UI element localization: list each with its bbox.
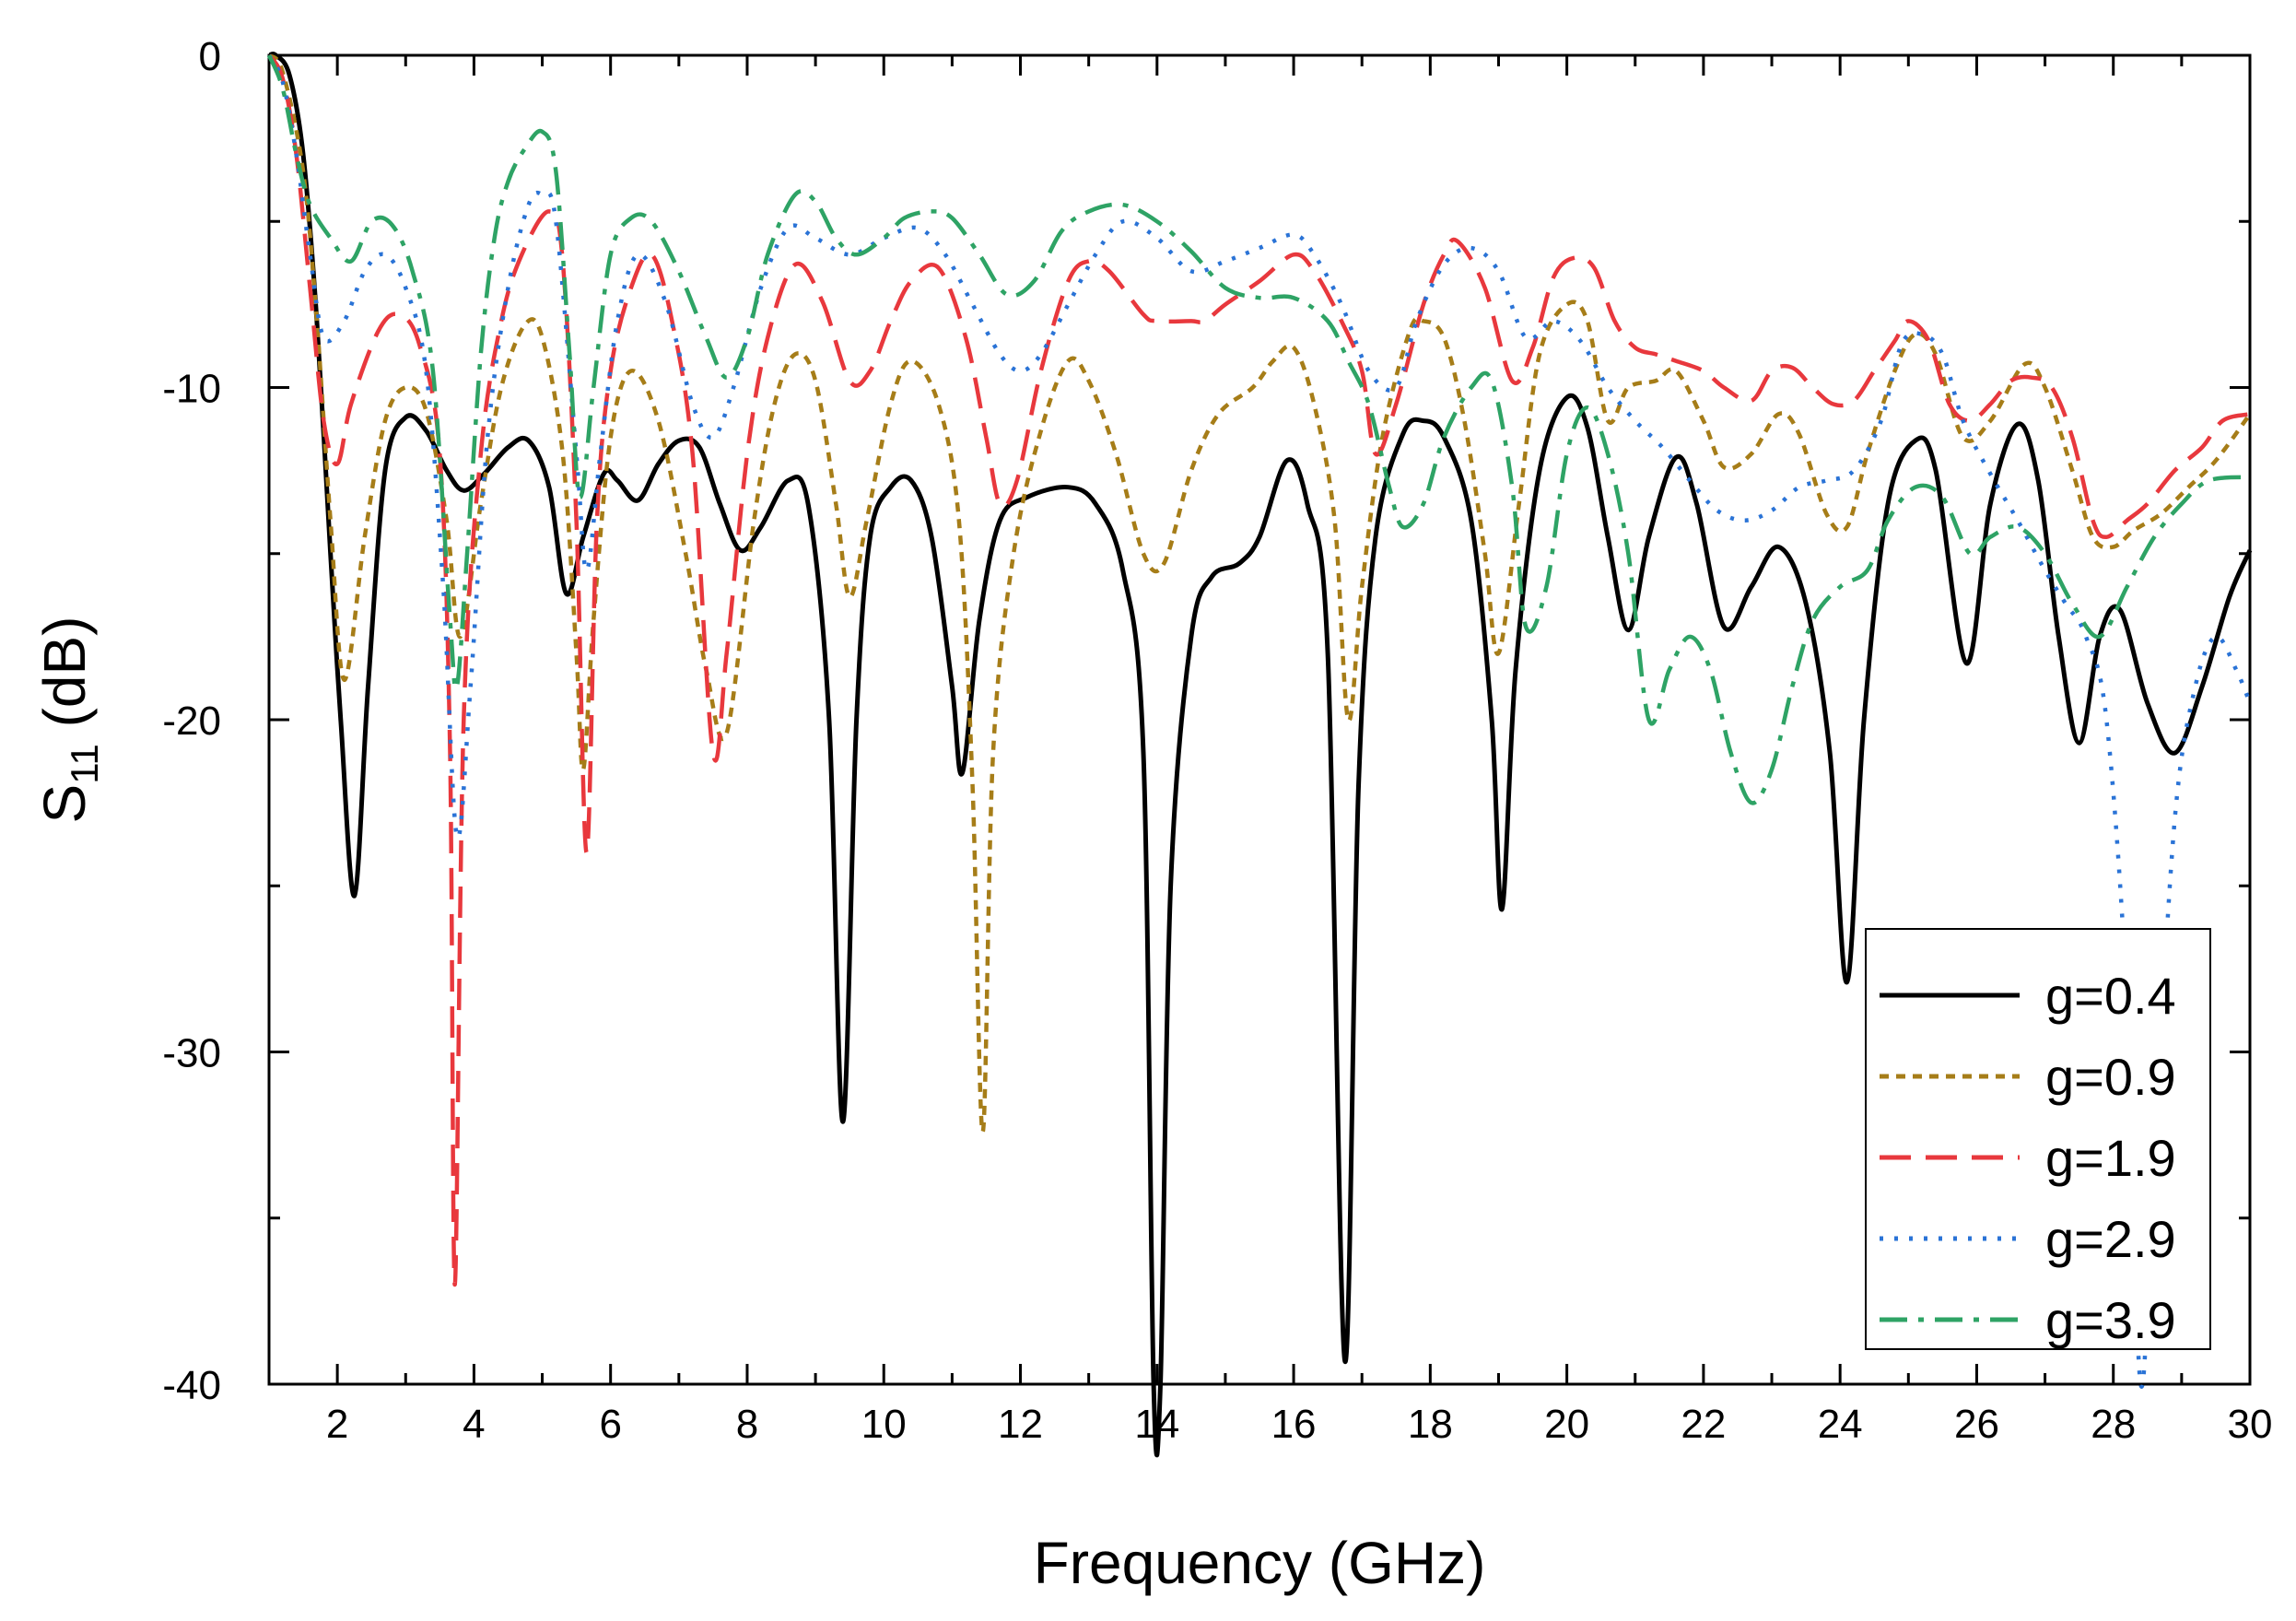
legend-label: g=2.9 [2045, 1210, 2176, 1268]
x-axis-title: Frequency (GHz) [1034, 1530, 1486, 1596]
y-tick-label: -40 [162, 1363, 221, 1408]
x-tick-label: 22 [1681, 1402, 1726, 1447]
y-tick-label: -30 [162, 1031, 221, 1076]
series-line-g-0-4 [268, 51, 2253, 1458]
x-tick-label: 20 [1544, 1402, 1589, 1447]
y-tick-label: -10 [162, 367, 221, 412]
legend-label: g=3.9 [2045, 1291, 2176, 1349]
x-tick-label: 4 [463, 1402, 485, 1447]
series-line-g-3-9 [266, 54, 2251, 805]
x-tick-label: 2 [326, 1402, 348, 1447]
x-tick-label: 30 [2228, 1402, 2273, 1447]
series-line-g-2-9 [267, 53, 2253, 1389]
axis-ticks: 2 4 6 8 10 12 14 16 18 20 22 24 26 28 300-10-20-30-40 [162, 34, 2272, 1447]
x-tick-label: 24 [1818, 1402, 1863, 1447]
legend: g=0.4 g=0.9 g=1.9 g=2.9 g=3.9 [1865, 928, 2211, 1350]
y-axis-title-subscript: 11 [63, 744, 106, 784]
series-layer [266, 51, 2253, 1458]
y-axis-title-unit: (dB) [31, 617, 98, 745]
legend-label: g=0.4 [2045, 967, 2176, 1025]
x-tick-label: 10 [861, 1402, 907, 1447]
legend-label: g=1.9 [2045, 1129, 2176, 1187]
y-axis-title: S11 (dB) [31, 617, 106, 824]
x-tick-label: 28 [2091, 1402, 2136, 1447]
x-tick-label: 18 [1408, 1402, 1453, 1447]
legend-label: g=0.9 [2045, 1048, 2176, 1106]
legend-box [1865, 928, 2211, 1350]
series-line-g-1-9 [267, 53, 2251, 1287]
legend-items: g=0.4 g=0.9 g=1.9 g=2.9 g=3.9 [1880, 967, 2176, 1349]
x-tick-label: 8 [736, 1402, 758, 1447]
y-axis-title-main: S [31, 784, 98, 824]
x-tick-label: 26 [1954, 1402, 1999, 1447]
x-tick-label: 6 [599, 1402, 621, 1447]
y-tick-label: 0 [199, 34, 221, 79]
y-tick-label: -20 [162, 699, 221, 744]
series-line-g-0-9 [267, 53, 2252, 1134]
x-tick-label: 12 [998, 1402, 1043, 1447]
x-tick-label: 16 [1271, 1402, 1317, 1447]
